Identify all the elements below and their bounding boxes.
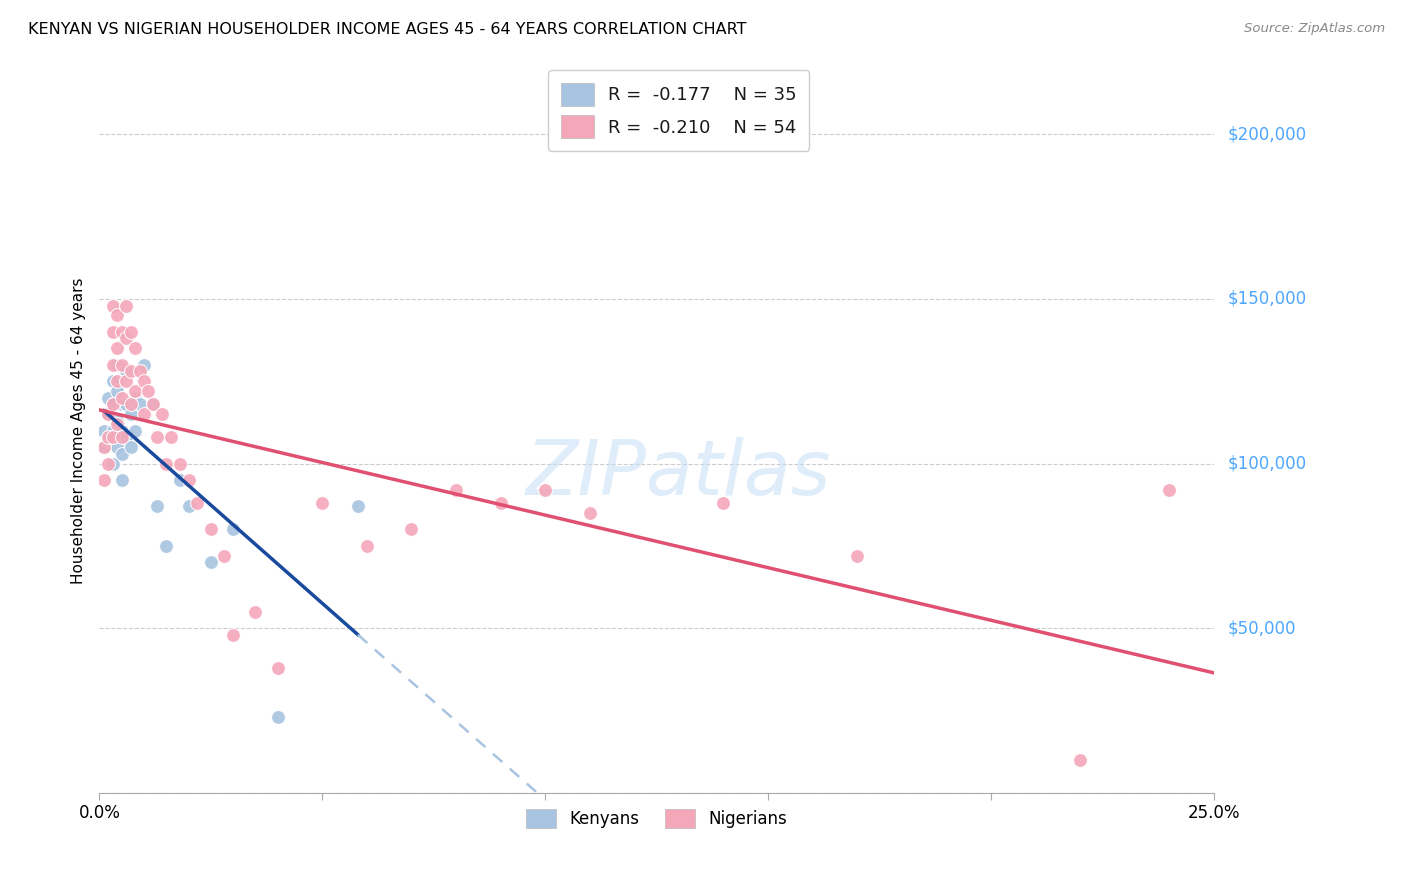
- Point: [120, 407, 142, 421]
- Point: [111, 391, 134, 405]
- Text: $100,000: $100,000: [1227, 455, 1306, 473]
- Point: [169, 457, 191, 471]
- Point: [105, 384, 128, 398]
- Text: $150,000: $150,000: [1227, 290, 1306, 308]
- Point: [186, 496, 208, 510]
- Point: [105, 417, 128, 431]
- Point: [101, 374, 124, 388]
- Point: [120, 440, 142, 454]
- Y-axis label: Householder Income Ages 45 - 64 years: Householder Income Ages 45 - 64 years: [72, 277, 86, 584]
- Point: [105, 374, 128, 388]
- Point: [115, 374, 138, 388]
- Point: [534, 483, 557, 497]
- Point: [105, 358, 128, 372]
- Point: [120, 364, 142, 378]
- Point: [347, 500, 370, 514]
- Point: [97, 407, 120, 421]
- Text: ZIPatlas: ZIPatlas: [526, 437, 831, 511]
- Point: [124, 391, 146, 405]
- Point: [101, 457, 124, 471]
- Point: [1069, 753, 1091, 767]
- Point: [101, 358, 124, 372]
- Text: Source: ZipAtlas.com: Source: ZipAtlas.com: [1244, 22, 1385, 36]
- Point: [142, 397, 165, 411]
- Point: [93, 440, 115, 454]
- Point: [711, 496, 734, 510]
- Point: [101, 298, 124, 312]
- Point: [93, 473, 115, 487]
- Point: [155, 457, 177, 471]
- Point: [120, 397, 142, 411]
- Point: [101, 325, 124, 339]
- Point: [101, 424, 124, 438]
- Point: [97, 391, 120, 405]
- Point: [267, 660, 290, 674]
- Point: [138, 384, 160, 398]
- Point: [105, 309, 128, 323]
- Point: [101, 397, 124, 411]
- Point: [124, 384, 146, 398]
- Point: [115, 364, 138, 378]
- Point: [115, 397, 138, 411]
- Point: [115, 331, 138, 345]
- Point: [311, 496, 333, 510]
- Text: $50,000: $50,000: [1227, 619, 1296, 637]
- Point: [97, 434, 120, 448]
- Point: [111, 430, 134, 444]
- Point: [111, 358, 134, 372]
- Point: [128, 364, 150, 378]
- Point: [97, 430, 120, 444]
- Point: [1157, 483, 1180, 497]
- Point: [105, 440, 128, 454]
- Point: [212, 549, 235, 563]
- Point: [159, 430, 181, 444]
- Point: [150, 407, 173, 421]
- Point: [267, 710, 290, 724]
- Point: [128, 397, 150, 411]
- Point: [111, 447, 134, 461]
- Point: [101, 430, 124, 444]
- Point: [489, 496, 512, 510]
- Point: [846, 549, 869, 563]
- Point: [146, 500, 169, 514]
- Point: [155, 539, 177, 553]
- Point: [177, 500, 200, 514]
- Point: [146, 430, 169, 444]
- Point: [169, 473, 191, 487]
- Point: [578, 506, 600, 520]
- Point: [177, 473, 200, 487]
- Point: [111, 397, 134, 411]
- Point: [142, 397, 165, 411]
- Point: [200, 555, 222, 569]
- Point: [93, 424, 115, 438]
- Point: [356, 539, 378, 553]
- Point: [132, 358, 155, 372]
- Point: [222, 628, 245, 642]
- Point: [401, 522, 423, 536]
- Point: [115, 298, 138, 312]
- Point: [115, 430, 138, 444]
- Point: [200, 522, 222, 536]
- Legend: Kenyans, Nigerians: Kenyans, Nigerians: [520, 803, 793, 835]
- Point: [101, 397, 124, 411]
- Point: [111, 424, 134, 438]
- Point: [124, 341, 146, 355]
- Point: [132, 407, 155, 421]
- Point: [97, 457, 120, 471]
- Point: [222, 522, 245, 536]
- Text: $200,000: $200,000: [1227, 126, 1306, 144]
- Point: [120, 325, 142, 339]
- Point: [124, 424, 146, 438]
- Point: [93, 440, 115, 454]
- Point: [111, 325, 134, 339]
- Point: [132, 374, 155, 388]
- Point: [245, 605, 267, 619]
- Point: [444, 483, 467, 497]
- Text: KENYAN VS NIGERIAN HOUSEHOLDER INCOME AGES 45 - 64 YEARS CORRELATION CHART: KENYAN VS NIGERIAN HOUSEHOLDER INCOME AG…: [28, 22, 747, 37]
- Point: [97, 407, 120, 421]
- Point: [105, 414, 128, 428]
- Point: [111, 473, 134, 487]
- Point: [105, 341, 128, 355]
